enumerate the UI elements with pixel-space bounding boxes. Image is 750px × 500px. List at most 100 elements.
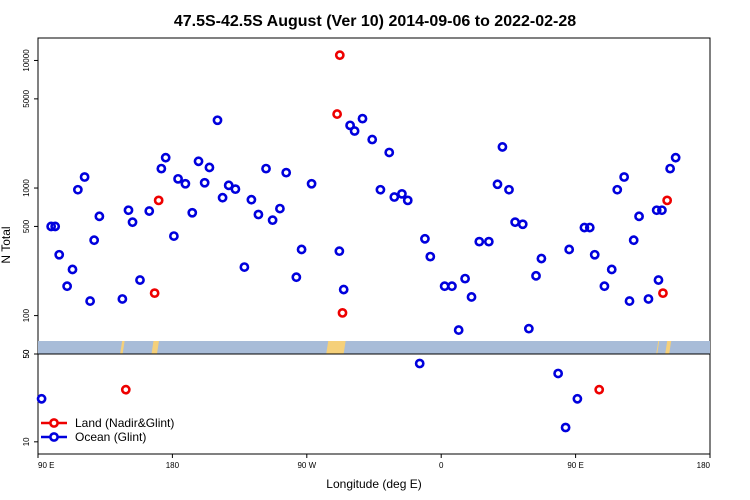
- ocean-point: [474, 236, 485, 247]
- ocean-point: [634, 211, 644, 222]
- land-band-segment: [120, 341, 125, 354]
- ocean-point: [492, 179, 503, 190]
- chart-title: 47.5S-42.5S August (Ver 10) 2014-09-06 t…: [174, 13, 576, 30]
- ocean-point: [204, 162, 215, 173]
- ocean-point: [54, 249, 65, 260]
- ocean-point: [156, 163, 167, 174]
- ocean-point: [144, 206, 155, 216]
- upper-y-axis: 50 100 500 1000 5000 10000: [22, 49, 38, 358]
- land-point: [337, 307, 348, 318]
- ocean-point: [414, 358, 425, 369]
- y-axis-label: N Total: [0, 226, 13, 263]
- ocean-point: [420, 233, 430, 244]
- ocean-band: [38, 341, 710, 354]
- land-point: [594, 384, 605, 395]
- upper-y-tick-label: 50: [22, 349, 31, 358]
- ocean-point: [531, 270, 541, 281]
- ocean-point: [345, 120, 356, 131]
- ocean-point: [334, 246, 345, 257]
- ocean-point: [599, 281, 610, 292]
- ocean-point: [375, 184, 386, 195]
- upper-y-tick-label: 5000: [22, 89, 31, 107]
- ocean-point: [193, 156, 204, 167]
- x-tick-label: 90 W: [297, 461, 316, 470]
- legend-marker: [49, 432, 59, 442]
- ocean-point: [504, 184, 514, 195]
- ocean-point: [275, 203, 285, 214]
- ocean-point: [239, 262, 250, 272]
- ocean-point: [619, 172, 630, 182]
- ocean-point: [168, 231, 179, 241]
- x-tick-label: 0: [439, 461, 444, 470]
- ocean-point: [72, 184, 83, 195]
- lower-panel: 10 50: [22, 349, 711, 455]
- land-point: [334, 50, 345, 61]
- upper-y-tick-label: 10000: [22, 49, 31, 72]
- ocean-point: [223, 180, 234, 191]
- ocean-point: [460, 273, 470, 284]
- land-point: [658, 288, 668, 299]
- lower-y-tick-label: 50: [22, 349, 31, 358]
- ocean-point: [553, 368, 564, 379]
- x-axis: 90 E 180 90 W 0 90 E 180: [37, 454, 711, 470]
- legend-marker: [49, 418, 59, 428]
- ocean-point: [267, 215, 278, 226]
- ocean-point: [187, 207, 198, 218]
- land-point: [153, 195, 164, 206]
- ocean-point: [651, 205, 662, 216]
- ocean-point: [497, 142, 508, 152]
- ocean-point: [606, 264, 617, 275]
- x-tick-label: 180: [697, 461, 711, 470]
- land-band-segment: [326, 341, 346, 354]
- upper-panel: 50 100 500 1000 5000 10000: [22, 37, 711, 358]
- ocean-point: [127, 217, 138, 228]
- ocean-point: [389, 192, 400, 202]
- ocean-point: [349, 126, 360, 136]
- x-tick-label: 90 E: [38, 461, 54, 470]
- lower-data-points: [36, 358, 605, 433]
- ocean-point: [291, 272, 302, 283]
- ocean-point: [453, 325, 464, 335]
- ocean-point: [85, 296, 96, 306]
- lower-y-tick-label: 10: [22, 437, 31, 446]
- ocean-point: [212, 115, 223, 126]
- ocean-point: [296, 244, 307, 255]
- ocean-point: [384, 147, 395, 158]
- x-tick-label: 180: [166, 461, 180, 470]
- ocean-point: [246, 194, 257, 205]
- x-tick-label: 90 E: [567, 461, 583, 470]
- upper-y-tick-label: 100: [22, 308, 31, 322]
- upper-y-tick-label: 500: [22, 219, 31, 233]
- upper-plot-frame: [37, 37, 711, 355]
- x-axis-label: Longitude (deg E): [326, 477, 421, 491]
- land-band-segment: [665, 341, 672, 354]
- ocean-point: [357, 113, 368, 124]
- ocean-point: [117, 294, 128, 304]
- ocean-point: [230, 184, 241, 195]
- ocean-point: [199, 177, 210, 188]
- ocean-point: [253, 209, 264, 220]
- ocean-point: [560, 422, 571, 433]
- ocean-point: [217, 192, 228, 203]
- ocean-point: [579, 222, 590, 233]
- land-point: [332, 109, 343, 119]
- ocean-point: [483, 236, 494, 247]
- ocean-point: [160, 152, 171, 163]
- land-point: [662, 195, 673, 206]
- legend: Land (Nadir&Glint)Ocean (Glint): [41, 416, 174, 444]
- ocean-point: [402, 195, 413, 206]
- ocean-point: [466, 292, 477, 302]
- ocean-point: [367, 134, 378, 145]
- ocean-point: [67, 264, 78, 275]
- land-point: [120, 384, 131, 395]
- surface-type-band: [38, 341, 710, 354]
- ocean-point: [510, 217, 521, 228]
- ocean-point: [89, 235, 100, 246]
- ocean-point: [261, 163, 271, 174]
- lower-plot-frame: [37, 353, 711, 455]
- land-band-segment: [151, 341, 159, 354]
- ocean-point: [447, 281, 457, 292]
- ocean-point: [62, 281, 73, 292]
- ocean-point: [79, 172, 90, 182]
- ocean-point: [517, 219, 528, 230]
